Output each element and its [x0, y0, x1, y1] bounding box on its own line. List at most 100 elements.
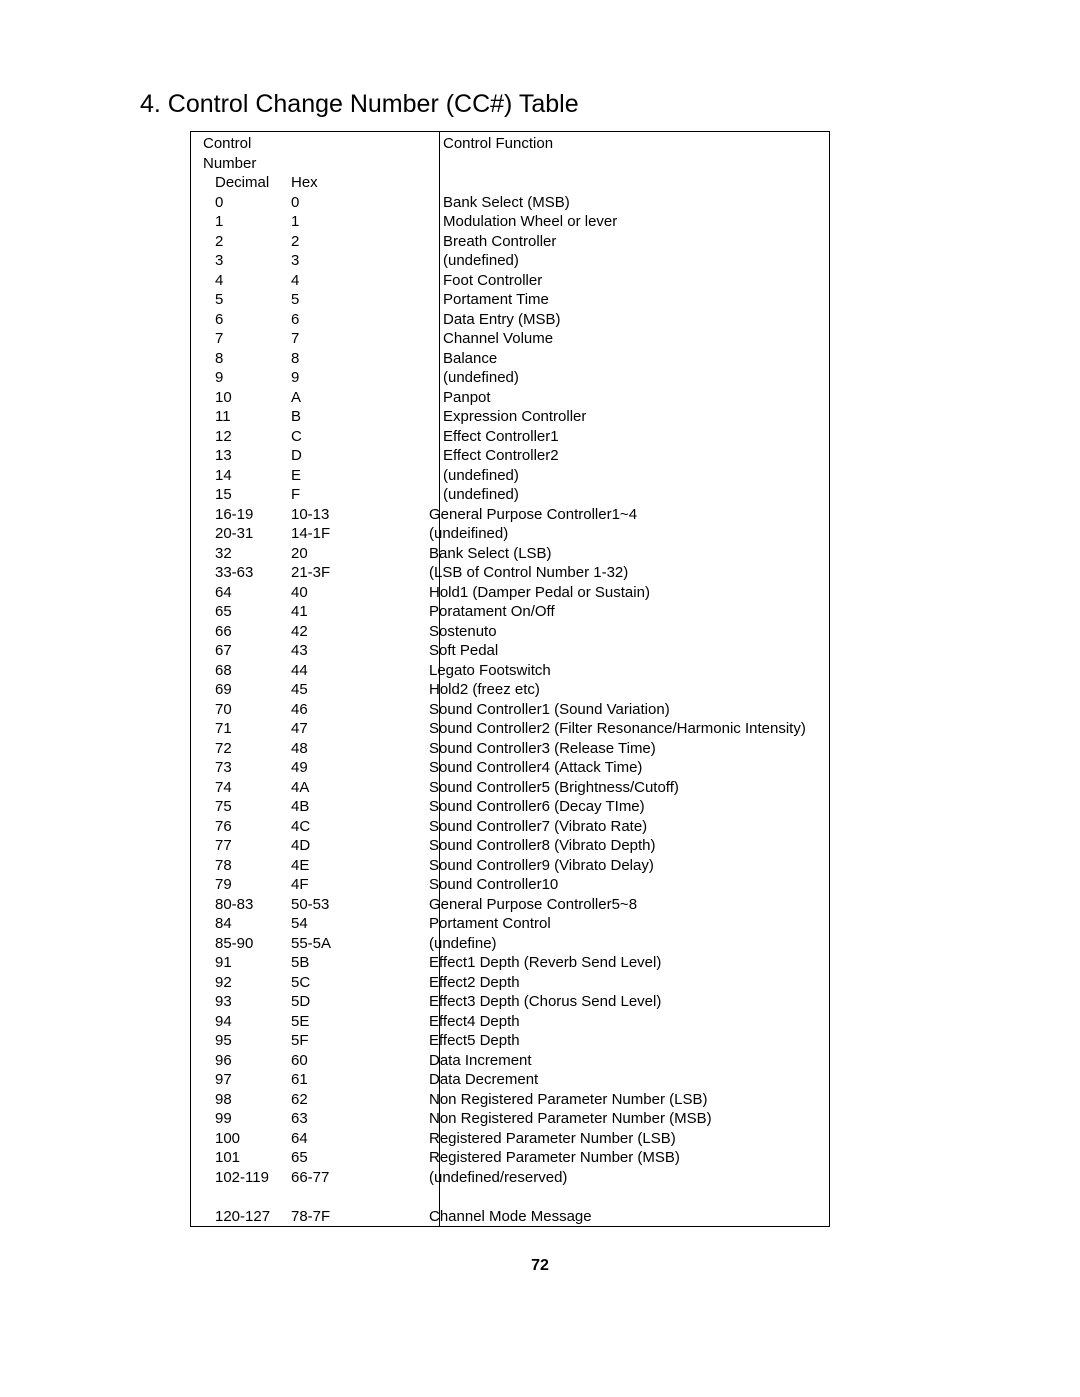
cell-hex: E	[291, 466, 373, 486]
cell-function: Sound Controller2 (Filter Resonance/Harm…	[373, 719, 829, 739]
cell-function: Sound Controller1 (Sound Variation)	[373, 700, 829, 720]
table-row: 8454Portament Control	[191, 914, 829, 934]
cell-hex: 44	[291, 661, 373, 681]
cell-hex: 64	[291, 1129, 373, 1149]
cell-function: General Purpose Controller5~8	[373, 895, 829, 915]
cell-hex: 43	[291, 641, 373, 661]
cell-function: Data Entry (MSB)	[373, 310, 829, 330]
table-row: 9660Data Increment	[191, 1051, 829, 1071]
table-row: 9963Non Registered Parameter Number (MSB…	[191, 1109, 829, 1129]
cell-decimal: 79	[203, 875, 291, 895]
cell-decimal: 71	[203, 719, 291, 739]
cell-decimal: 120-127	[203, 1207, 291, 1227]
cell-decimal: 70	[203, 700, 291, 720]
cell-function: Non Registered Parameter Number (LSB)	[373, 1090, 829, 1110]
cell-hex: 50-53	[291, 895, 373, 915]
cell-function: (undefined)	[373, 251, 829, 271]
cell-hex: 4A	[291, 778, 373, 798]
cell-decimal: 12	[203, 427, 291, 447]
cell-hex: 0	[291, 193, 373, 213]
cell-decimal: 14	[203, 466, 291, 486]
table-row: 20-3114-1F(undeifined)	[191, 524, 829, 544]
cell-decimal: 78	[203, 856, 291, 876]
cell-function: Bank Select (LSB)	[373, 544, 829, 564]
cell-decimal: 95	[203, 1031, 291, 1051]
cell-hex: 3	[291, 251, 373, 271]
table-row: 33(undefined)	[191, 251, 829, 271]
cell-decimal: 75	[203, 797, 291, 817]
cell-decimal: 73	[203, 758, 291, 778]
cell-decimal: 1	[203, 212, 291, 232]
header-control-number: Control Number	[203, 134, 303, 173]
cell-hex: B	[291, 407, 373, 427]
cell-decimal: 65	[203, 602, 291, 622]
table-row: 925CEffect2 Depth	[191, 973, 829, 993]
cell-decimal: 6	[203, 310, 291, 330]
cell-function: Bank Select (MSB)	[373, 193, 829, 213]
table-row: 935DEffect3 Depth (Chorus Send Level)	[191, 992, 829, 1012]
cell-hex: 40	[291, 583, 373, 603]
table-row: 915BEffect1 Depth (Reverb Send Level)	[191, 953, 829, 973]
cell-function: Sound Controller5 (Brightness/Cutoff)	[373, 778, 829, 798]
header-control-function: Control Function	[303, 134, 829, 173]
cell-hex: 4	[291, 271, 373, 291]
cell-decimal: 100	[203, 1129, 291, 1149]
cell-function: Effect5 Depth	[373, 1031, 829, 1051]
cell-hex: 1	[291, 212, 373, 232]
cell-function: Sound Controller8 (Vibrato Depth)	[373, 836, 829, 856]
cell-hex: 48	[291, 739, 373, 759]
cell-function: Foot Controller	[373, 271, 829, 291]
table-row: 10165Registered Parameter Number (MSB)	[191, 1148, 829, 1168]
cell-function: Effect1 Depth (Reverb Send Level)	[373, 953, 829, 973]
cell-decimal: 8	[203, 349, 291, 369]
cell-hex: 4B	[291, 797, 373, 817]
cell-function: Expression Controller	[373, 407, 829, 427]
table-row: 764CSound Controller7 (Vibrato Rate)	[191, 817, 829, 837]
cell-decimal: 20-31	[203, 524, 291, 544]
cell-hex: 4D	[291, 836, 373, 856]
cell-decimal: 91	[203, 953, 291, 973]
cell-decimal: 72	[203, 739, 291, 759]
cell-decimal: 76	[203, 817, 291, 837]
cell-decimal: 74	[203, 778, 291, 798]
cell-decimal: 97	[203, 1070, 291, 1090]
cell-function: Registered Parameter Number (LSB)	[373, 1129, 829, 1149]
cell-function: Sound Controller7 (Vibrato Rate)	[373, 817, 829, 837]
cell-hex: 54	[291, 914, 373, 934]
cell-hex: 5E	[291, 1012, 373, 1032]
table-row: 744ASound Controller5 (Brightness/Cutoff…	[191, 778, 829, 798]
table-row: 6642Sostenuto	[191, 622, 829, 642]
table-row: 7147Sound Controller2 (Filter Resonance/…	[191, 719, 829, 739]
table-row: 80-8350-53General Purpose Controller5~8	[191, 895, 829, 915]
cell-hex: 45	[291, 680, 373, 700]
table-row: 85-9055-5A(undefine)	[191, 934, 829, 954]
cell-function: Sound Controller6 (Decay TIme)	[373, 797, 829, 817]
cell-function: Registered Parameter Number (MSB)	[373, 1148, 829, 1168]
table-row: 16-1910-13General Purpose Controller1~4	[191, 505, 829, 525]
cell-hex: 4E	[291, 856, 373, 876]
cell-function: Modulation Wheel or lever	[373, 212, 829, 232]
cell-decimal: 98	[203, 1090, 291, 1110]
table-row: 7349Sound Controller4 (Attack Time)	[191, 758, 829, 778]
cell-function: (undefined/reserved)	[373, 1168, 829, 1188]
table-row: 7046Sound Controller1 (Sound Variation)	[191, 700, 829, 720]
cell-function: Balance	[373, 349, 829, 369]
cell-function: Non Registered Parameter Number (MSB)	[373, 1109, 829, 1129]
table-row: 77Channel Volume	[191, 329, 829, 349]
cell-decimal: 7	[203, 329, 291, 349]
table-row: 794FSound Controller10	[191, 875, 829, 895]
cell-function: (undefined)	[373, 485, 829, 505]
cell-hex: 4F	[291, 875, 373, 895]
table-row: 66Data Entry (MSB)	[191, 310, 829, 330]
table-row: 6945Hold2 (freez etc)	[191, 680, 829, 700]
cell-function: Sound Controller3 (Release Time)	[373, 739, 829, 759]
cell-hex: 55-5A	[291, 934, 373, 954]
cell-hex: 41	[291, 602, 373, 622]
column-divider	[439, 132, 440, 1226]
cell-decimal: 96	[203, 1051, 291, 1071]
cell-function: Portament Time	[373, 290, 829, 310]
cell-decimal: 69	[203, 680, 291, 700]
cell-decimal: 9	[203, 368, 291, 388]
cell-function: Hold2 (freez etc)	[373, 680, 829, 700]
table-row: 33-6321-3F(LSB of Control Number 1-32)	[191, 563, 829, 583]
